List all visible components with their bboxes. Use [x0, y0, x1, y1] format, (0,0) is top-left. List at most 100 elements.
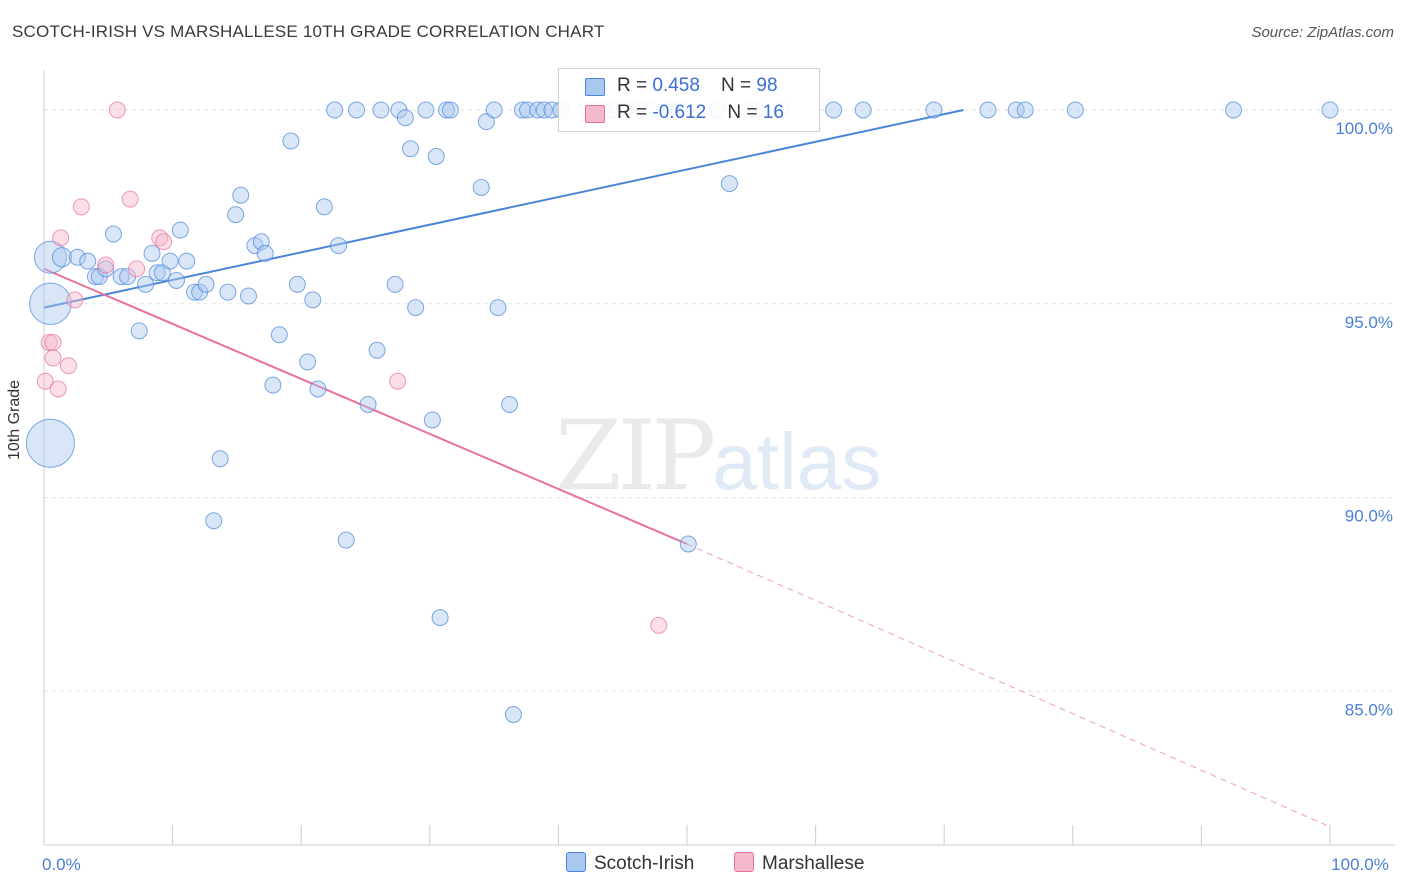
point-scotch-irish: [29, 282, 72, 326]
x-tick-label: 100.0%: [1331, 855, 1389, 874]
point-scotch-irish: [264, 376, 282, 394]
point-scotch-irish: [130, 322, 148, 340]
point-marshallese: [49, 380, 67, 398]
point-scotch-irish: [282, 132, 300, 150]
point-marshallese: [52, 229, 70, 247]
point-scotch-irish: [519, 101, 537, 119]
point-scotch-irish: [256, 244, 274, 262]
point-scotch-irish: [489, 299, 507, 317]
point-scotch-irish: [1007, 101, 1025, 119]
point-scotch-irish: [431, 609, 449, 627]
point-scotch-irish: [137, 275, 155, 293]
point-marshallese: [650, 616, 668, 634]
point-scotch-irish: [227, 206, 245, 224]
legend-n-label: N =: [727, 102, 763, 123]
point-scotch-irish: [854, 101, 872, 119]
point-scotch-irish: [1321, 101, 1339, 119]
point-scotch-irish: [97, 260, 115, 278]
point-marshallese: [389, 372, 407, 390]
legend-n-value: 98: [756, 75, 778, 96]
point-scotch-irish: [423, 411, 441, 429]
y-tick-label: 95.0%: [1345, 313, 1393, 332]
point-scotch-irish: [178, 252, 196, 270]
legend-row-scotch-irish: R = 0.458 N = 98: [617, 75, 778, 97]
source-label: Source: ZipAtlas.com: [1251, 24, 1394, 41]
tick-labels: 100.0% 95.0% 90.0% 85.0% 0.0% 100.0%: [42, 119, 1393, 874]
point-scotch-irish: [485, 101, 503, 119]
axes: [43, 70, 1395, 846]
legend-item-scotch-irish: Scotch-Irish: [566, 852, 694, 875]
point-scotch-irish: [504, 706, 522, 723]
point-scotch-irish: [205, 512, 223, 530]
point-scotch-irish: [337, 531, 355, 549]
point-scotch-irish: [299, 353, 317, 371]
point-scotch-irish: [679, 535, 697, 553]
point-scotch-irish: [329, 237, 347, 255]
point-scotch-irish: [309, 380, 327, 398]
point-scotch-irish: [104, 225, 122, 243]
point-scotch-irish: [171, 221, 189, 239]
point-scotch-irish: [407, 299, 425, 317]
point-scotch-irish: [51, 247, 73, 268]
point-scotch-irish: [270, 326, 288, 344]
point-scotch-irish: [368, 341, 386, 359]
point-scotch-irish: [372, 101, 390, 119]
legend-label-marshallese: Marshallese: [762, 853, 865, 874]
legend-swatch-scotch-irish: [566, 852, 586, 872]
point-scotch-irish: [167, 272, 185, 289]
watermark: ZIPatlas: [555, 400, 881, 512]
legend-n-label: N =: [721, 75, 757, 96]
y-tick-label: 90.0%: [1345, 507, 1393, 526]
point-marshallese: [155, 233, 173, 251]
legend-swatch-marshallese: [585, 105, 605, 123]
point-scotch-irish: [386, 275, 404, 293]
point-scotch-irish: [925, 101, 943, 119]
trendline-marshallese: [43, 267, 688, 545]
legend-r-label: R =: [617, 75, 653, 96]
point-marshallese: [72, 198, 90, 216]
point-scotch-irish: [315, 198, 333, 216]
point-scotch-irish: [1066, 101, 1084, 119]
point-scotch-irish: [25, 418, 75, 468]
point-scotch-irish: [239, 287, 257, 305]
trendline-scotch-irish: [43, 109, 964, 309]
point-marshallese: [97, 256, 115, 274]
point-marshallese: [44, 349, 62, 367]
legend-swatch-marshallese: [734, 852, 754, 872]
point-scotch-irish: [720, 175, 738, 193]
point-marshallese: [59, 357, 77, 375]
point-marshallese: [44, 334, 62, 351]
point-marshallese: [128, 260, 146, 278]
legend-row-marshallese: R = -0.612 N = 16: [617, 102, 784, 124]
point-marshallese: [66, 291, 84, 309]
point-marshallese: [121, 190, 139, 208]
point-scotch-irish: [513, 101, 531, 119]
legend-n-value: 16: [762, 102, 784, 123]
point-scotch-irish: [347, 101, 365, 119]
y-tick-label: 100.0%: [1335, 119, 1393, 138]
point-scotch-irish: [79, 252, 97, 270]
point-scotch-irish: [161, 252, 179, 270]
trend-lines: [43, 109, 1331, 828]
point-scotch-irish: [825, 101, 843, 119]
x-tick-label: 0.0%: [42, 855, 81, 874]
point-scotch-irish: [529, 101, 547, 119]
legend-item-marshallese: Marshallese: [734, 852, 864, 875]
point-scotch-irish: [232, 186, 250, 204]
point-scotch-irish: [427, 148, 445, 165]
point-scotch-irish: [112, 268, 130, 286]
point-scotch-irish: [417, 101, 435, 119]
point-scotch-irish: [402, 140, 420, 158]
legend-label-scotch-irish: Scotch-Irish: [594, 853, 695, 874]
point-scotch-irish: [472, 179, 490, 196]
data-points: [25, 101, 1339, 723]
point-scotch-irish: [359, 396, 377, 413]
point-scotch-irish: [68, 248, 86, 266]
point-marshallese: [108, 101, 126, 119]
point-scotch-irish: [396, 109, 414, 127]
point-scotch-irish: [441, 101, 459, 119]
point-scotch-irish: [288, 275, 306, 293]
point-scotch-irish: [438, 101, 456, 119]
stats-legend: R = 0.458 N = 98 R = -0.612 N = 16: [558, 68, 820, 132]
